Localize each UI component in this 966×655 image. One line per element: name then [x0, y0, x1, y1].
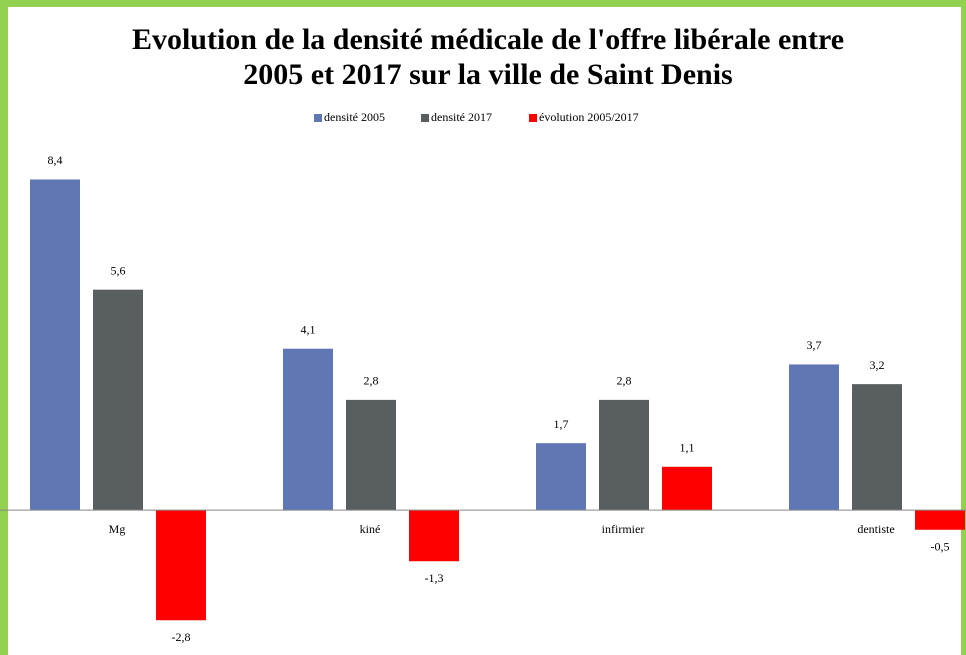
legend-label: densité 2005 [324, 110, 385, 124]
legend-label: évolution 2005/2017 [539, 110, 639, 124]
data-label: 4,1 [301, 322, 316, 336]
data-label: 3,2 [870, 358, 885, 372]
bar [852, 384, 902, 511]
bar [915, 510, 965, 530]
bar [156, 510, 206, 621]
bar [346, 399, 396, 511]
legend-label: densité 2017 [431, 110, 492, 124]
data-label: 5,6 [111, 263, 126, 277]
data-label: -1,3 [425, 571, 444, 585]
data-label: 1,1 [680, 441, 695, 455]
x-tick-label: kiné [360, 522, 381, 536]
legend-marker [421, 114, 429, 122]
bar [662, 466, 712, 511]
bar [93, 289, 143, 511]
bar [283, 348, 333, 511]
data-label: 2,8 [617, 374, 632, 388]
frame-left [0, 0, 8, 655]
bar [409, 510, 459, 562]
data-label: 8,4 [48, 153, 63, 167]
legend-marker [314, 114, 322, 122]
data-label: 2,8 [364, 374, 379, 388]
bar [30, 179, 80, 511]
legend-marker [529, 114, 537, 122]
data-label: -0,5 [931, 539, 950, 553]
x-tick-label: Mg [109, 522, 126, 536]
chart-subtitle: 2005 et 2017 sur la ville de Saint Denis [243, 58, 732, 91]
bar [599, 399, 649, 511]
x-tick-label: infirmier [602, 522, 645, 536]
chart-title: Evolution de la densité médicale de l'of… [132, 23, 844, 56]
frame-right [961, 0, 966, 655]
x-tick-label: dentiste [857, 522, 894, 536]
data-label: 1,7 [554, 417, 569, 431]
data-label: -2,8 [172, 630, 191, 644]
bar [789, 364, 839, 511]
data-label: 3,7 [807, 338, 822, 352]
bar [536, 443, 586, 511]
frame-top [0, 0, 966, 7]
